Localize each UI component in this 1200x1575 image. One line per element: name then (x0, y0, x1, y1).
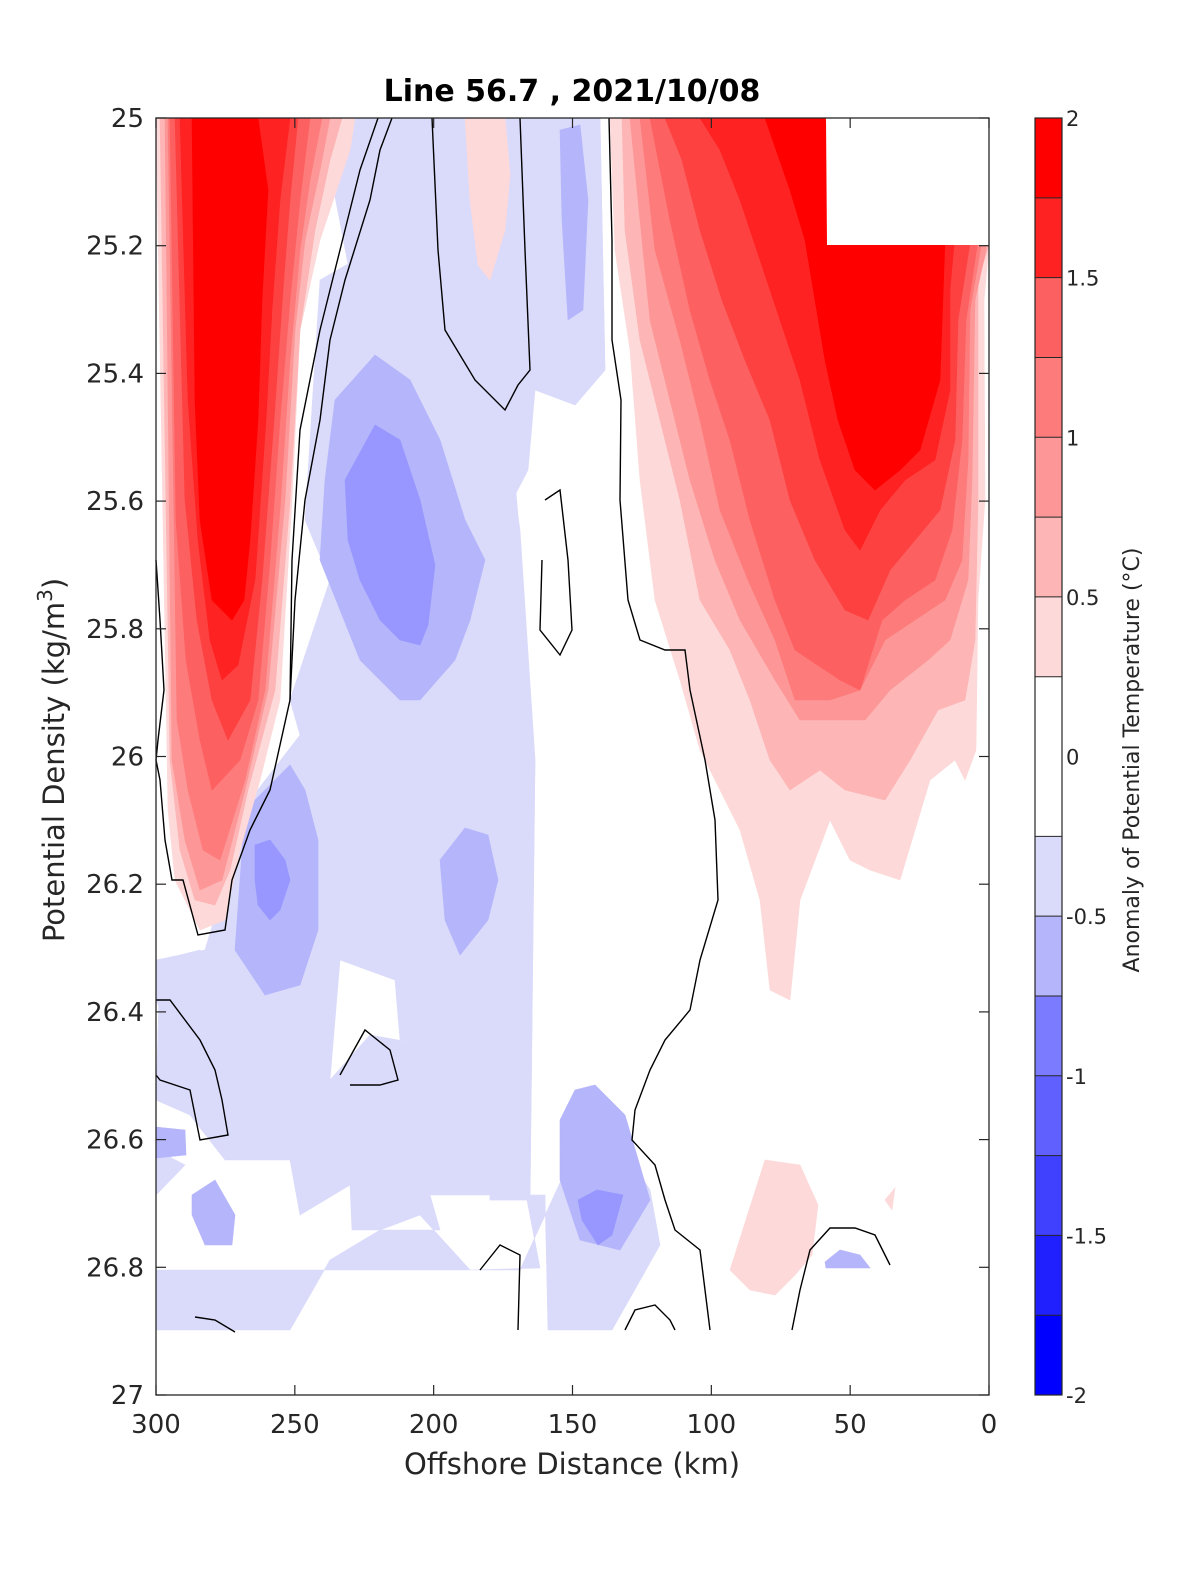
colorbar-label: Anomaly of Potential Temperature (°C) (1120, 548, 1145, 973)
colorbar-band (1035, 995, 1062, 1076)
colorbar-band (1035, 517, 1062, 597)
y-tick-label: 26 (111, 743, 144, 773)
colorbar-tick-label: -1 (1066, 1065, 1087, 1089)
y-axis-label: Potential Density (kg/m3) (33, 578, 71, 942)
colorbar-band (1035, 1315, 1062, 1395)
colorbar-band (1035, 1235, 1062, 1316)
y-tick-label: 26.4 (86, 998, 144, 1028)
cool-level-1f (191, 1179, 236, 1246)
zero-contour-11 (791, 1227, 891, 1331)
cool-level-1g (155, 1126, 187, 1159)
cool-level-1h (824, 1249, 871, 1269)
cool-level-1c (439, 827, 499, 956)
colorbar: -2 -1.5 -1 -0.5 0 0.5 1 1.5 2 (1034, 107, 1107, 1408)
y-tick-label: 26.6 (86, 1126, 144, 1156)
colorbar-tick-label: 0.5 (1066, 586, 1099, 610)
y-tick-label: 25.2 (86, 232, 144, 262)
zero-contour-6 (539, 488, 573, 657)
contour-fills (155, 117, 990, 1331)
zero-contour-5 (608, 117, 719, 1331)
colorbar-tick-label: 1.5 (1066, 267, 1099, 291)
cool-region-left (155, 949, 261, 1101)
x-tick-label: 200 (409, 1410, 459, 1440)
y-tick-label: 25.4 (86, 359, 144, 389)
zero-contour-10 (624, 1304, 676, 1331)
colorbar-tick-label: 1 (1066, 426, 1079, 450)
y-tick-label: 27 (111, 1381, 144, 1411)
colorbar-band (1035, 357, 1062, 438)
x-tick-label: 100 (687, 1410, 737, 1440)
colorbar-band (1035, 118, 1062, 198)
zero-contour-9 (479, 1244, 521, 1331)
y-axis: 25 25.2 25.4 25.6 25.8 26 26.2 26.4 26.6 26.8 27 (86, 104, 989, 1411)
colorbar-band (1035, 596, 1062, 677)
y-tick-label: 25.6 (86, 487, 144, 517)
zero-contour-2 (155, 559, 165, 761)
cool-level-2b (254, 839, 291, 921)
cool-level-1e (559, 124, 589, 321)
colorbar-band (1035, 277, 1062, 358)
colorbar-band (1035, 836, 1062, 917)
colorbar-band (1035, 1155, 1062, 1236)
y-axis-label-sup: 3 (33, 589, 57, 602)
x-tick-label: 50 (834, 1410, 867, 1440)
x-tick-label: 250 (270, 1410, 320, 1440)
x-axis-label: Offshore Distance (km) (404, 1447, 740, 1481)
colorbar-tick-label: -0.5 (1066, 905, 1107, 929)
y-tick-label: 25.8 (86, 615, 144, 645)
x-axis: 300 250 200 150 100 50 0 (131, 118, 997, 1440)
chart-title: Line 56.7 , 2021/10/08 (384, 74, 761, 109)
zero-contour-12 (194, 1316, 236, 1333)
warm-patch-small (884, 1187, 896, 1211)
zero-contour-lines (155, 117, 891, 1333)
y-tick-label: 25 (111, 104, 144, 134)
colorbar-band (1035, 1075, 1062, 1156)
y-tick-label: 26.8 (86, 1253, 144, 1283)
zero-contour-1 (155, 117, 379, 936)
warm-patch-deep (729, 1159, 819, 1296)
colorbar-tick-label: -2 (1066, 1384, 1087, 1408)
cool-level-2d (577, 1189, 624, 1246)
colorbar-tick-label: -1.5 (1066, 1224, 1107, 1248)
warm-patch-top (464, 117, 511, 281)
x-tick-label: 300 (131, 1410, 181, 1440)
x-tick-label: 0 (981, 1410, 998, 1440)
zero-contour-8 (339, 1028, 399, 1086)
warm-left-core (191, 117, 269, 621)
y-axis-label-main: Potential Density (kg/m (37, 602, 71, 942)
colorbar-frame (1034, 117, 1063, 1396)
colorbar-tick-label: 2 (1066, 107, 1079, 131)
colorbar-band (1035, 197, 1062, 278)
zero-contour-7 (155, 999, 229, 1141)
y-tick-label: 26.2 (86, 870, 144, 900)
zero-contour-4 (431, 117, 531, 412)
zero-contour-3 (289, 117, 393, 701)
colorbar-band (1035, 916, 1062, 996)
colorbar-band (1035, 676, 1062, 837)
y-axis-label-close: ) (37, 578, 71, 589)
masked-region (826, 118, 990, 245)
colorbar-tick-label: 0 (1066, 746, 1079, 770)
cool-level-2 (344, 424, 436, 646)
colorbar-band (1035, 437, 1062, 518)
x-tick-label: 150 (548, 1410, 598, 1440)
